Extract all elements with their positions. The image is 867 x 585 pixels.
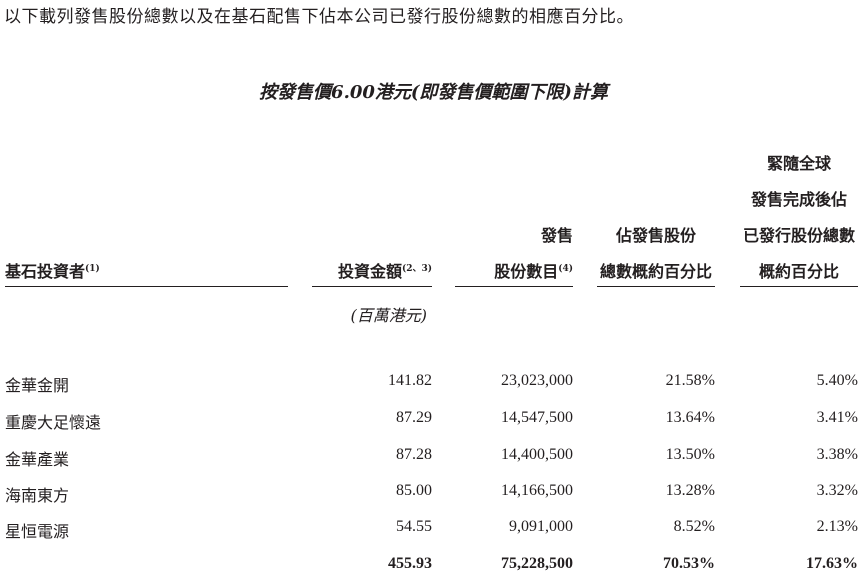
header-amount-label: 投資金額 xyxy=(337,262,402,281)
header-underline xyxy=(5,286,288,287)
total-pct-issued: 17.63% xyxy=(806,555,858,572)
cell-pct-offer: 13.64% xyxy=(665,409,715,426)
footnote-ref: (4) xyxy=(558,264,573,274)
header-pct-issued-line2: 發售完成後佔 xyxy=(750,190,847,209)
investor-name: 星恒電源 xyxy=(5,522,70,541)
cell-pct-offer: 8.52% xyxy=(673,518,715,535)
header-shares-label: 股份數目 xyxy=(494,262,559,281)
footnote-ref: (2、3) xyxy=(401,264,432,274)
cell-amount: 85.00 xyxy=(396,482,432,499)
cell-amount: 141.82 xyxy=(388,372,432,389)
table-title: 按發售價6.00港元(即發售價範圍下限)計算 xyxy=(259,82,608,103)
header-underline xyxy=(597,286,715,287)
header-pct-offer-line2: 總數概約百分比 xyxy=(599,262,712,281)
header-investor-label: 基石投資者 xyxy=(5,262,86,281)
header-underline xyxy=(312,286,432,287)
cell-shares: 9,091,000 xyxy=(509,518,573,535)
cell-shares: 14,400,500 xyxy=(501,446,573,463)
header-investor: 基石投資者(1) xyxy=(5,258,100,282)
cell-pct-offer: 13.28% xyxy=(665,482,715,499)
cell-pct-issued: 3.38% xyxy=(816,446,858,463)
intro-paragraph: 以下載列發售股份總數以及在基石配售下佔本公司已發行股份總數的相應百分比。 xyxy=(4,7,634,27)
header-pct-issued-line3: 已發行股份總數 xyxy=(742,226,855,245)
cell-pct-issued: 2.13% xyxy=(816,518,858,535)
header-pct-offer-line1: 佔發售股份 xyxy=(615,226,696,245)
amount-unit: (百萬港元) xyxy=(350,306,428,325)
cell-amount: 54.55 xyxy=(396,518,432,535)
header-shares: 股份數目(4) xyxy=(494,258,573,282)
total-shares: 75,228,500 xyxy=(501,555,573,572)
investor-name: 金華金開 xyxy=(5,376,70,395)
cell-pct-issued: 3.41% xyxy=(816,409,858,426)
cell-shares: 14,166,500 xyxy=(501,482,573,499)
cell-pct-offer: 13.50% xyxy=(665,446,715,463)
investor-name: 金華產業 xyxy=(5,450,70,469)
total-amount: 455.93 xyxy=(388,555,432,572)
cell-amount: 87.28 xyxy=(396,446,432,463)
header-pct-issued-line4: 概約百分比 xyxy=(758,262,839,281)
header-pct-issued-line1: 緊隨全球 xyxy=(766,154,831,173)
total-pct-offer: 70.53% xyxy=(663,555,715,572)
cell-pct-issued: 5.40% xyxy=(816,372,858,389)
header-shares-line1: 發售 xyxy=(540,226,573,245)
cell-pct-offer: 21.58% xyxy=(665,372,715,389)
header-amount: 投資金額(2、3) xyxy=(338,258,432,282)
cell-shares: 23,023,000 xyxy=(501,372,573,389)
cell-pct-issued: 3.32% xyxy=(816,482,858,499)
investor-name: 海南東方 xyxy=(5,486,70,505)
header-underline xyxy=(740,286,858,287)
investor-name: 重慶大足懷遠 xyxy=(5,413,102,432)
cell-amount: 87.29 xyxy=(396,409,432,426)
footnote-ref: (1) xyxy=(85,264,100,274)
cell-shares: 14,547,500 xyxy=(501,409,573,426)
header-underline xyxy=(455,286,573,287)
